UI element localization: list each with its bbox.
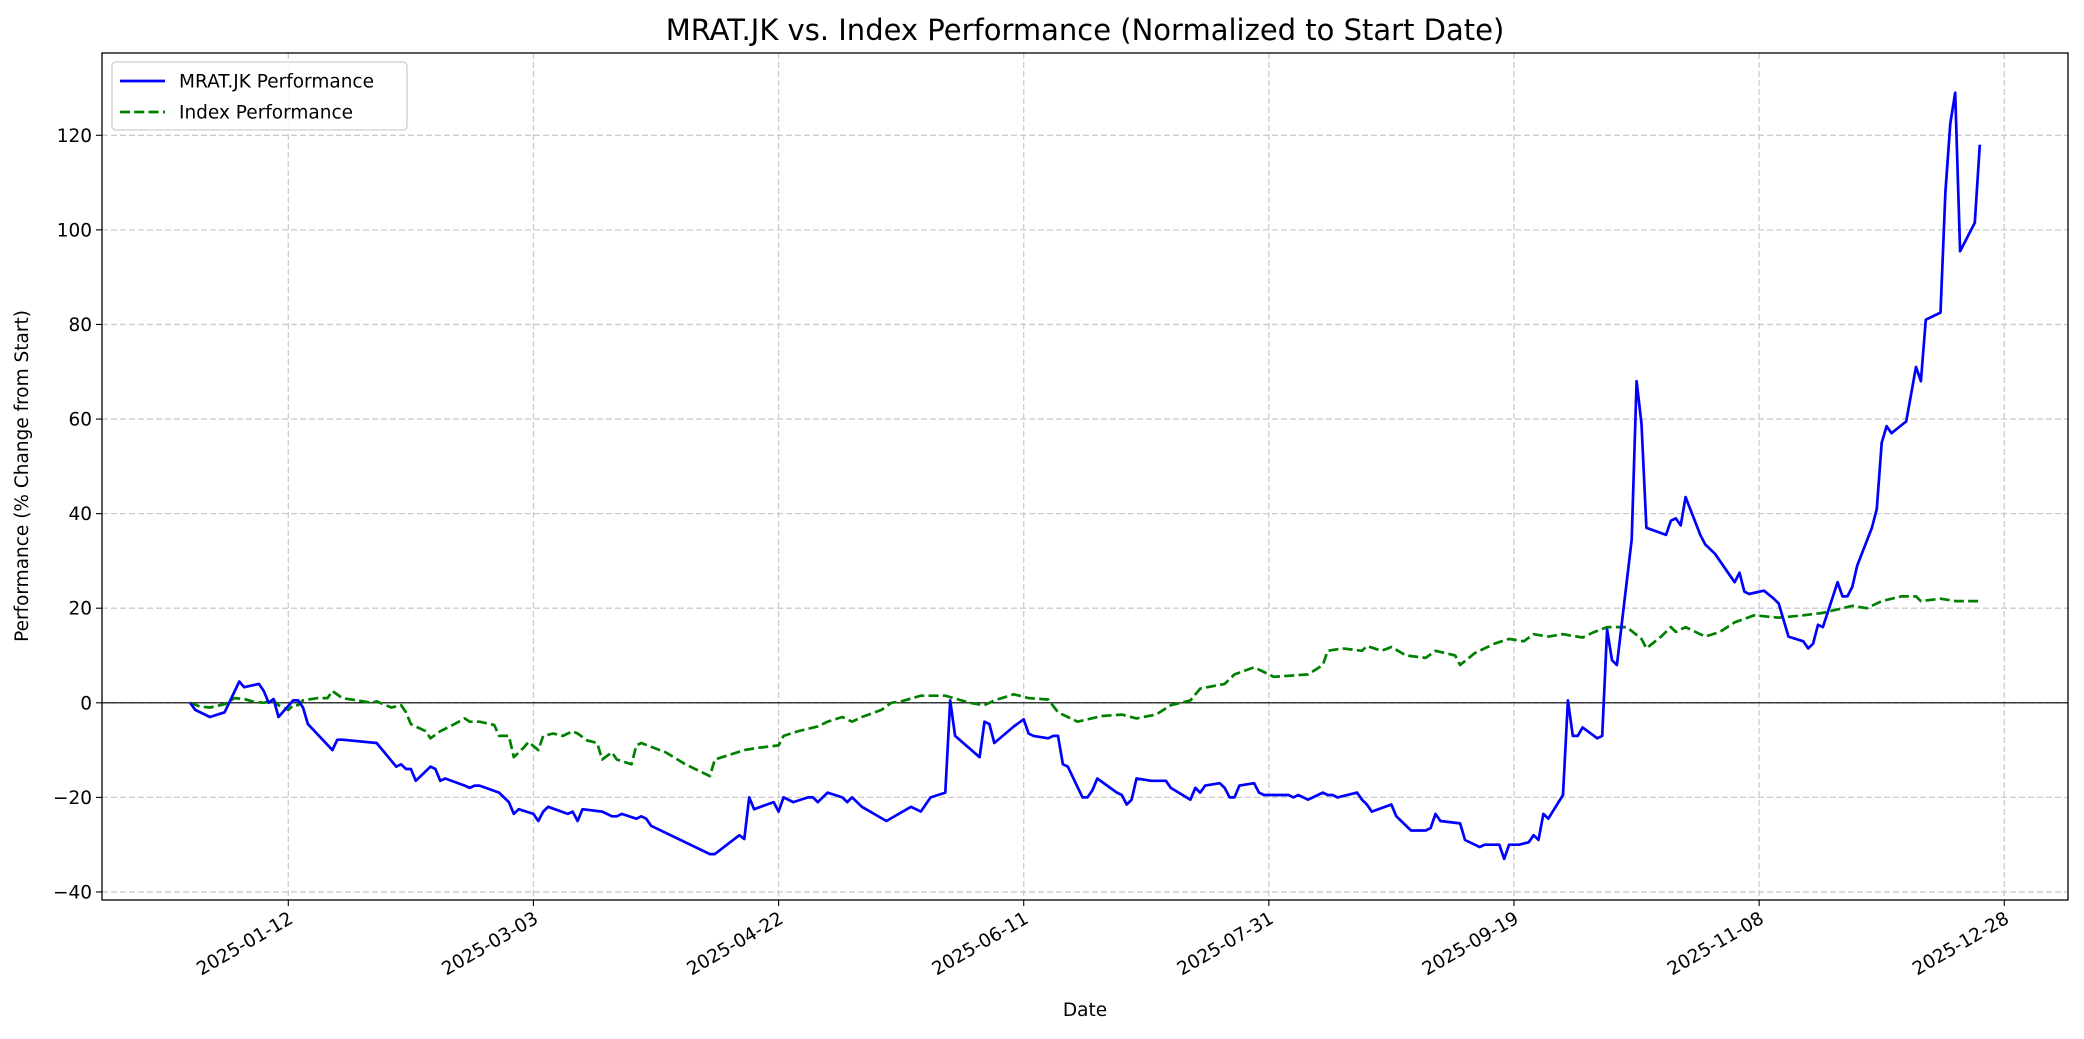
legend-label-index: Index Performance [179, 103, 353, 124]
y-axis-ticks: −40 −20 0 20 40 60 80 100 120 [53, 126, 102, 903]
series-line-index [189, 595, 1980, 778]
series-layer [189, 91, 1982, 861]
y-axis-label: Performance (% Change from Start) [12, 310, 33, 642]
y-tick-label: 80 [68, 315, 92, 336]
grid-lines [102, 53, 2068, 900]
chart-title: MRAT.JK vs. Index Performance (Normalize… [666, 13, 1505, 47]
y-tick-label: 0 [80, 693, 92, 714]
y-tick-label: 100 [57, 220, 92, 241]
legend-label-mrat: MRAT.JK Performance [179, 72, 374, 93]
y-tick-label: 40 [68, 504, 92, 525]
y-tick-label: −20 [53, 788, 92, 809]
y-tick-label: −40 [53, 882, 92, 903]
legend: MRAT.JK Performance Index Performance [111, 61, 408, 131]
y-tick-label: 20 [68, 599, 92, 620]
x-axis-label: Date [1063, 1000, 1107, 1021]
y-tick-label: 120 [57, 126, 92, 147]
plot-frame [101, 52, 2069, 901]
legend-box [111, 61, 408, 131]
y-tick-label: 60 [68, 410, 92, 431]
series-line-mrat [189, 91, 1982, 861]
